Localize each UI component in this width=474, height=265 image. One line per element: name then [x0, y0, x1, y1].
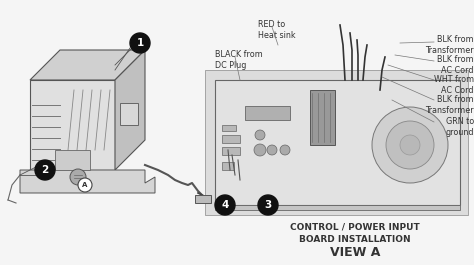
- Text: 1: 1: [137, 38, 144, 48]
- Circle shape: [386, 121, 434, 169]
- Text: RED to
Heat sink: RED to Heat sink: [258, 20, 296, 40]
- Text: CONTROL / POWER INPUT: CONTROL / POWER INPUT: [290, 223, 420, 232]
- Polygon shape: [215, 205, 460, 210]
- Polygon shape: [20, 170, 155, 193]
- Circle shape: [400, 135, 420, 155]
- FancyBboxPatch shape: [222, 162, 234, 170]
- FancyBboxPatch shape: [245, 106, 290, 120]
- Circle shape: [130, 33, 150, 53]
- Circle shape: [267, 145, 277, 155]
- Circle shape: [35, 160, 55, 180]
- Text: A: A: [82, 182, 88, 188]
- FancyBboxPatch shape: [310, 90, 335, 145]
- Text: 4: 4: [221, 200, 228, 210]
- Text: BOARD INSTALLATION: BOARD INSTALLATION: [299, 235, 411, 244]
- Circle shape: [70, 169, 86, 185]
- Text: 3: 3: [264, 200, 272, 210]
- Circle shape: [78, 178, 92, 192]
- Circle shape: [258, 195, 278, 215]
- Text: VIEW A: VIEW A: [330, 246, 380, 259]
- FancyBboxPatch shape: [222, 147, 240, 155]
- Text: BLK from
AC Cord: BLK from AC Cord: [438, 55, 474, 75]
- Text: BLK from
Transformer: BLK from Transformer: [425, 95, 474, 115]
- Polygon shape: [115, 50, 145, 170]
- Text: GRN to
ground: GRN to ground: [446, 117, 474, 137]
- Text: 2: 2: [41, 165, 49, 175]
- Text: BLK from
Transformer: BLK from Transformer: [425, 35, 474, 55]
- Polygon shape: [30, 80, 115, 170]
- Circle shape: [372, 107, 448, 183]
- FancyBboxPatch shape: [120, 103, 138, 125]
- Circle shape: [215, 195, 235, 215]
- Polygon shape: [30, 50, 145, 80]
- Text: WHT from
AC Cord: WHT from AC Cord: [434, 75, 474, 95]
- FancyBboxPatch shape: [222, 125, 236, 131]
- FancyBboxPatch shape: [195, 195, 211, 203]
- Circle shape: [255, 130, 265, 140]
- Circle shape: [280, 145, 290, 155]
- FancyBboxPatch shape: [55, 150, 90, 170]
- Circle shape: [254, 144, 266, 156]
- Polygon shape: [215, 80, 460, 205]
- Text: BLACK from
DC Plug: BLACK from DC Plug: [215, 50, 263, 70]
- Polygon shape: [205, 70, 468, 215]
- FancyBboxPatch shape: [222, 135, 240, 143]
